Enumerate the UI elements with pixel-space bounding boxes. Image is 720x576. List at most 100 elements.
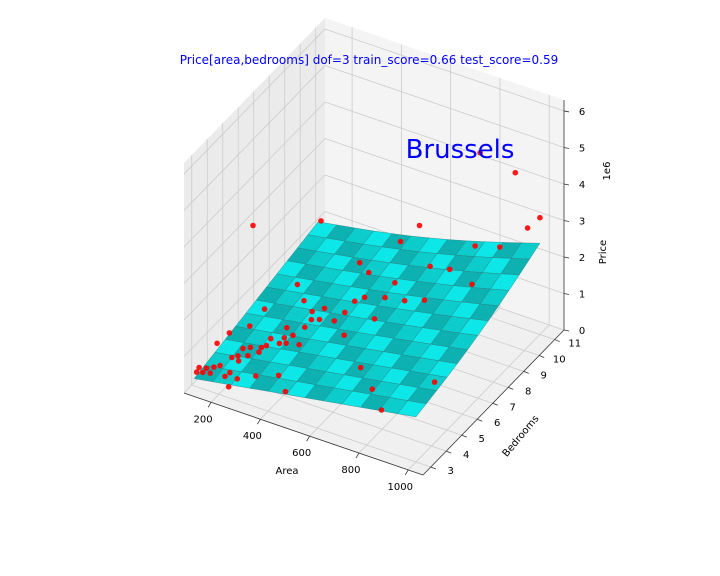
x-tick-label: 1000 [387, 482, 412, 493]
y-tick-label: 9 [541, 370, 547, 381]
grid-line-z-back [324, 65, 565, 148]
x-tick-mark [306, 435, 311, 442]
y-tick-mark [492, 402, 498, 406]
data-point [281, 335, 288, 341]
grid-line-z-left [183, 211, 326, 357]
grid-line-z-left [183, 28, 326, 175]
data-point [261, 306, 268, 312]
data-point [211, 364, 217, 370]
data-point [275, 372, 282, 379]
z-axis-label: Price [598, 240, 609, 264]
grid-line-z-back [324, 28, 565, 112]
chart-title: Price[area,bedrooms] dof=3 train_score=0… [180, 53, 558, 67]
data-point [469, 281, 475, 288]
x-tick-mark [257, 419, 261, 425]
x-axis-line [183, 392, 424, 476]
data-point [524, 225, 531, 231]
data-point [229, 354, 235, 361]
data-point [282, 388, 289, 395]
data-point [308, 316, 315, 323]
z-tick-label: 6 [579, 107, 585, 118]
y-tick-label: 11 [568, 339, 581, 350]
regression-surface [193, 221, 541, 418]
data-point [222, 373, 228, 380]
data-point [296, 341, 302, 348]
x-axis-label: Area [275, 466, 298, 477]
data-point [203, 365, 210, 372]
x-tick-label: 800 [341, 465, 360, 476]
data-point [290, 332, 296, 339]
data-point [235, 353, 241, 359]
data-point [321, 305, 328, 312]
y-tick-mark [477, 418, 483, 422]
data-point [397, 238, 404, 245]
data-point [309, 308, 315, 315]
data-point [351, 298, 358, 305]
data-point [361, 294, 368, 301]
data-point [416, 222, 423, 229]
z-tick-label: 5 [579, 143, 585, 154]
pane-left [184, 18, 325, 393]
data-point [227, 369, 233, 376]
grid-line-z-back [324, 101, 565, 185]
data-point [253, 373, 259, 379]
data-point [247, 344, 254, 351]
data-point [302, 324, 308, 331]
data-point [268, 335, 274, 342]
z-tick-mark [563, 293, 570, 295]
grid-line-z-left [183, 65, 326, 211]
data-point [235, 358, 242, 364]
data-point [247, 323, 253, 329]
x-tick-mark [404, 469, 409, 476]
data-point [294, 281, 301, 288]
z-tick-mark [563, 147, 570, 149]
data-point [196, 364, 202, 371]
y-tick-mark [430, 466, 436, 470]
data-point [497, 244, 503, 250]
data-point [342, 309, 348, 316]
data-point [512, 169, 519, 176]
data-point [240, 345, 246, 352]
scatter-points [193, 149, 543, 413]
y-tick-label: 4 [463, 450, 469, 461]
data-point [276, 340, 283, 347]
data-point [258, 344, 265, 351]
x-tick-mark [355, 452, 360, 459]
data-point [283, 340, 289, 347]
data-point [316, 316, 323, 323]
data-point [263, 342, 270, 349]
grid-line-z-left [183, 101, 326, 248]
y-tick-mark [539, 355, 545, 358]
grid-line-z-left [183, 138, 326, 284]
data-point [225, 384, 232, 390]
z-tick-mark [563, 183, 570, 186]
z-tick-label: 2 [579, 253, 585, 264]
data-point [421, 297, 428, 304]
y-tick-label: 7 [510, 402, 516, 413]
city-annotation: Brussels [406, 135, 515, 165]
y-tick-label: 6 [494, 418, 500, 429]
data-point [341, 332, 348, 339]
z-tick-mark [563, 329, 570, 332]
y-tick-label: 3 [448, 466, 454, 477]
data-point [200, 369, 206, 376]
grid-line-z-left [183, 174, 326, 321]
data-point [214, 340, 220, 347]
y-tick-mark [554, 339, 560, 342]
y-tick-label: 10 [553, 354, 566, 365]
z-tick-label: 3 [579, 216, 585, 227]
data-point [193, 369, 200, 375]
z-tick-mark [563, 220, 570, 222]
z-axis-offset-text: 1e6 [602, 162, 613, 181]
data-point [207, 370, 213, 376]
data-point [226, 330, 233, 336]
data-point [250, 222, 256, 229]
data-point [245, 352, 251, 359]
grid-line-z-back [324, 138, 565, 221]
y-tick-label: 8 [525, 386, 531, 397]
data-point [431, 379, 438, 385]
data-point [331, 318, 338, 324]
data-point [234, 376, 241, 382]
